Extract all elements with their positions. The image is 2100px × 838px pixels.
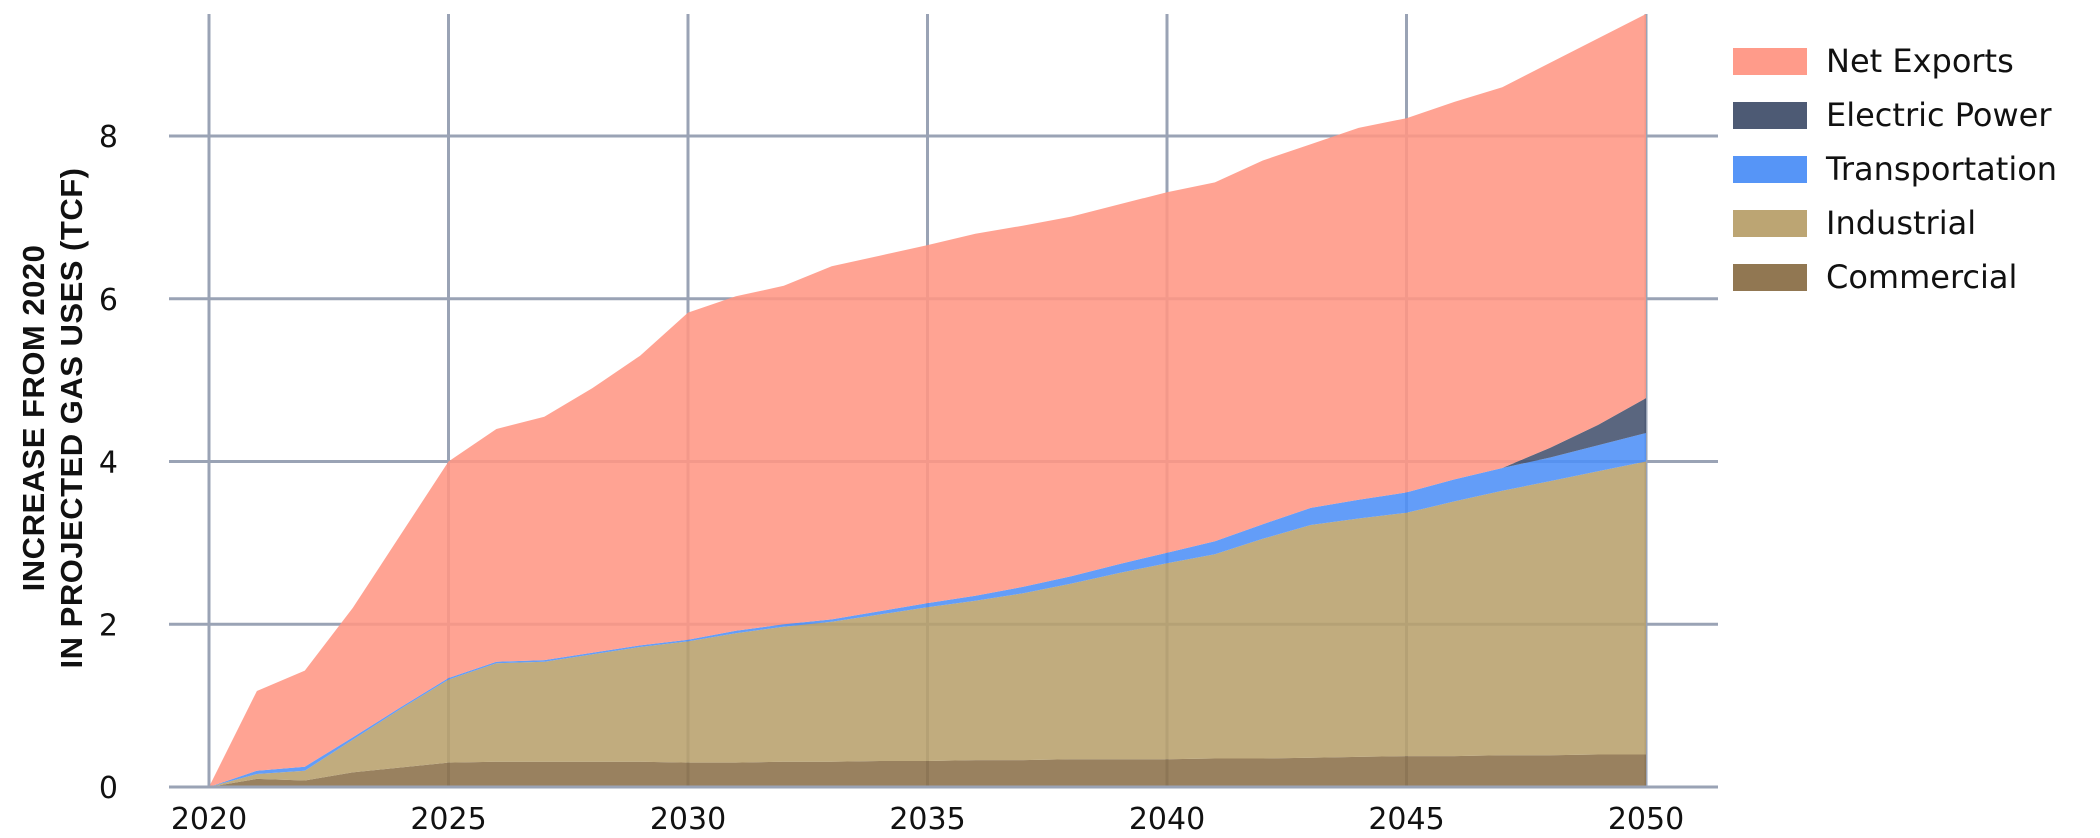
y-tick-label: 2 [99, 608, 118, 643]
axes: 0 2 4 6 8 2020 2025 2030 2035 2040 2045 2050 [99, 120, 1718, 837]
legend-label-net-exports: Net Exports [1826, 42, 2014, 80]
x-tick-label: 2050 [1608, 802, 1684, 837]
y-axis-title-line-2: IN PROJECTED GAS USES (TCF) [54, 168, 89, 669]
y-tick-label: 0 [99, 771, 118, 806]
legend-label-industrial: Industrial [1826, 204, 1976, 242]
legend-swatch-electric-power [1733, 102, 1807, 129]
y-axis-title-line-1: INCREASE FROM 2020 [16, 245, 51, 592]
y-axis-title: INCREASE FROM 2020 IN PROJECTED GAS USES… [16, 168, 89, 669]
area-commercial [209, 754, 1646, 787]
legend-swatch-industrial [1733, 210, 1807, 237]
x-tick-label: 2025 [410, 802, 486, 837]
area-net-exports [209, 14, 1646, 787]
legend-label-electric-power: Electric Power [1826, 96, 2052, 134]
legend: Net Exports Electric Power Transportation I… [1733, 42, 2057, 296]
y-tick-label: 6 [99, 283, 118, 318]
legend-swatch-commercial [1733, 264, 1807, 291]
y-tick-label: 4 [99, 446, 118, 481]
area-transportation [209, 433, 1646, 787]
x-tick-label: 2045 [1368, 802, 1444, 837]
y-tick-label: 8 [99, 120, 118, 155]
legend-label-transportation: Transportation [1825, 150, 2057, 188]
legend-label-commercial: Commercial [1826, 258, 2017, 296]
x-tick-label: 2035 [889, 802, 965, 837]
area-series [209, 14, 1646, 787]
legend-swatch-net-exports [1733, 48, 1807, 75]
area-industrial [209, 461, 1646, 787]
x-tick-label: 2020 [171, 802, 247, 837]
legend-swatch-transportation [1733, 156, 1807, 183]
x-tick-label: 2040 [1129, 802, 1205, 837]
x-tick-label: 2030 [650, 802, 726, 837]
